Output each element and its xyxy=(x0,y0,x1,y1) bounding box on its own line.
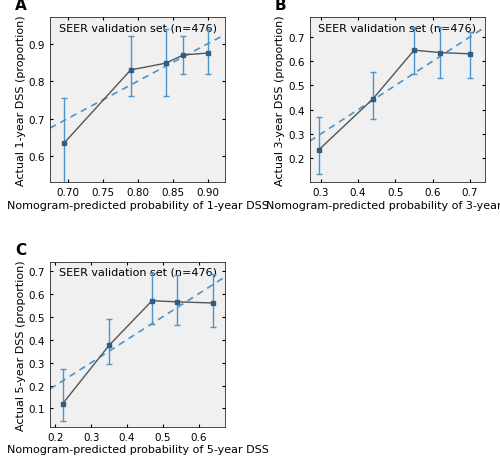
X-axis label: Nomogram-predicted probability of 5-year DSS: Nomogram-predicted probability of 5-year… xyxy=(7,444,268,454)
Text: A: A xyxy=(15,0,26,13)
Y-axis label: Actual 1-year DSS (proportion): Actual 1-year DSS (proportion) xyxy=(16,16,26,186)
Text: B: B xyxy=(274,0,286,13)
Text: C: C xyxy=(15,242,26,257)
Text: SEER validation set (n=476): SEER validation set (n=476) xyxy=(59,23,217,34)
Text: SEER validation set (n=476): SEER validation set (n=476) xyxy=(59,267,217,277)
X-axis label: Nomogram-predicted probability of 1-year DSS: Nomogram-predicted probability of 1-year… xyxy=(7,201,268,211)
Y-axis label: Actual 5-year DSS (proportion): Actual 5-year DSS (proportion) xyxy=(16,259,26,430)
Text: SEER validation set (n=476): SEER validation set (n=476) xyxy=(318,23,476,34)
Y-axis label: Actual 3-year DSS (proportion): Actual 3-year DSS (proportion) xyxy=(276,16,285,186)
X-axis label: Nomogram-predicted probability of 3-year DSS: Nomogram-predicted probability of 3-year… xyxy=(266,201,500,211)
